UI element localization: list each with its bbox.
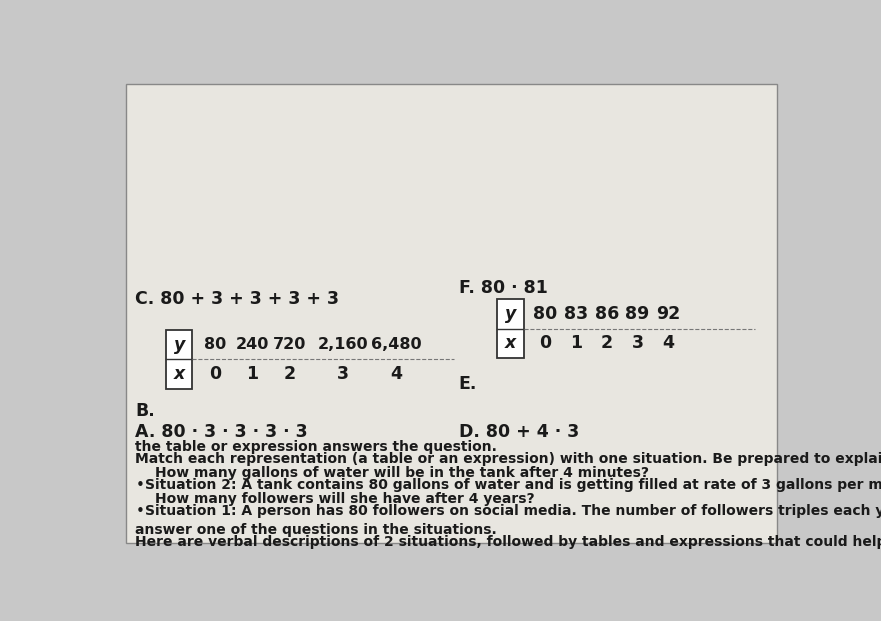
Text: x: x	[174, 365, 185, 383]
Text: 92: 92	[656, 305, 680, 323]
Text: E.: E.	[459, 375, 478, 393]
Text: 1: 1	[570, 334, 582, 352]
Text: 3: 3	[337, 365, 350, 383]
Text: 2: 2	[284, 365, 295, 383]
Text: Match each representation (a table or an expression) with one situation. Be prep: Match each representation (a table or an…	[136, 452, 881, 466]
Text: Situation 1: A person has 80 followers on social media. The number of followers : Situation 1: A person has 80 followers o…	[144, 504, 881, 518]
Text: C. 80 + 3 + 3 + 3 + 3: C. 80 + 3 + 3 + 3 + 3	[136, 290, 339, 308]
Text: 720: 720	[273, 337, 306, 352]
Text: 86: 86	[595, 305, 618, 323]
Text: answer one of the questions in the situations.: answer one of the questions in the situa…	[136, 523, 497, 537]
Text: x: x	[505, 334, 516, 352]
Bar	[167, 330, 192, 389]
Text: 83: 83	[564, 305, 588, 323]
Text: How many gallons of water will be in the tank after 4 minutes?: How many gallons of water will be in the…	[155, 466, 648, 479]
Text: y: y	[505, 305, 516, 323]
Text: 240: 240	[236, 337, 270, 352]
Text: 3: 3	[632, 334, 643, 352]
Text: •: •	[136, 504, 144, 519]
Text: y: y	[174, 336, 185, 354]
Text: Situation 2: A tank contains 80 gallons of water and is getting filled at rate o: Situation 2: A tank contains 80 gallons …	[144, 478, 881, 492]
Text: Here are verbal descriptions of 2 situations, followed by tables and expressions: Here are verbal descriptions of 2 situat…	[136, 535, 881, 549]
Text: 89: 89	[626, 305, 649, 323]
Text: 4: 4	[390, 365, 403, 383]
Bar	[498, 299, 523, 358]
Text: 2,160: 2,160	[318, 337, 368, 352]
Text: F. 80 · 81: F. 80 · 81	[459, 279, 548, 297]
Text: 1: 1	[247, 365, 258, 383]
Text: 0: 0	[210, 365, 221, 383]
Text: D. 80 + 4 · 3: D. 80 + 4 · 3	[459, 422, 579, 440]
Text: the table or expression answers the question.: the table or expression answers the ques…	[136, 440, 497, 453]
Text: 2: 2	[601, 334, 612, 352]
Text: How many followers will she have after 4 years?: How many followers will she have after 4…	[155, 492, 534, 506]
FancyBboxPatch shape	[126, 84, 777, 543]
Text: 6,480: 6,480	[371, 337, 422, 352]
Text: 4: 4	[663, 334, 674, 352]
Text: B.: B.	[136, 402, 155, 420]
Text: 80: 80	[204, 337, 226, 352]
Text: •: •	[136, 478, 144, 493]
Text: 0: 0	[539, 334, 552, 352]
Text: A. 80 · 3 · 3 · 3 · 3: A. 80 · 3 · 3 · 3 · 3	[136, 422, 308, 440]
Text: 80: 80	[533, 305, 557, 323]
